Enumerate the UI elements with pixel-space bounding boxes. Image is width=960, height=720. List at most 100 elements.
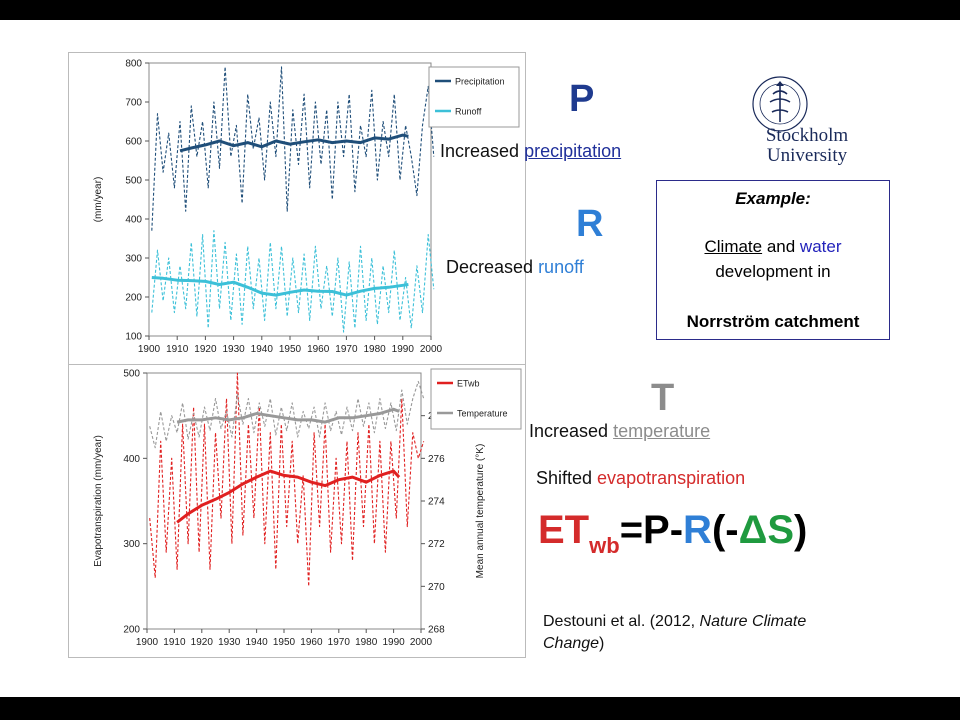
runoff-word: runoff — [538, 257, 584, 277]
precipitation-runoff-svg: 1900 1910 1920 1930 1940 1950 1960 1970 1980 1990… — [93, 59, 520, 355]
caption-temperature-prefix: Increased — [529, 421, 614, 441]
legend-label-temperature: Temperature — [457, 409, 508, 419]
citation-close: ) — [599, 635, 605, 652]
x-tick-label: 1970 — [328, 637, 351, 648]
example-and: and — [762, 237, 800, 256]
y2-tick-label: 276 — [428, 454, 445, 465]
caption-runoff: Decreased runoff — [446, 257, 584, 278]
example-water-word: water — [799, 237, 842, 256]
y-tick-label: 800 — [125, 59, 142, 70]
x-tick-label: 1910 — [166, 344, 189, 355]
legend-box — [430, 368, 522, 430]
x-tick-label: 1990 — [382, 637, 405, 648]
y2-tick-label: 268 — [428, 625, 445, 636]
caption-temperature: Increased temperature — [529, 421, 710, 442]
x-tick-label: 1900 — [138, 344, 161, 355]
y-tick-label: 700 — [125, 98, 142, 109]
legend-box — [428, 66, 520, 128]
x-tick-label: 1940 — [251, 344, 274, 355]
caption-runoff-prefix: Decreased — [446, 257, 539, 277]
evapotranspiration-temperature-chart: 1900 1910 1920 1930 1940 1950 1960 1970 1980 1990… — [68, 364, 526, 658]
formula-close: ) — [794, 508, 808, 552]
y-tick-label: 400 — [123, 454, 140, 465]
formula-wb-subscript: wb — [589, 533, 620, 558]
evapotranspiration-word: evapotranspiration — [597, 468, 746, 488]
x-tick-label: 1940 — [245, 637, 268, 648]
precipitation-link[interactable]: precipitation — [524, 141, 622, 161]
formula-et: ET — [538, 508, 590, 552]
x-tick-label: 2000 — [410, 637, 433, 648]
y-tick-label: 300 — [125, 254, 142, 265]
x-tick-label: 1950 — [279, 344, 302, 355]
formula-delta-s: ΔS — [738, 508, 795, 552]
letter-p: P — [569, 78, 595, 120]
legend-label-runoff: Runoff — [455, 107, 482, 117]
formula-paren: (- — [711, 508, 739, 552]
citation: Destouni et al. (2012, Nature Climate Cha… — [543, 611, 806, 655]
y2-axis-label: Mean annual temperature (°K) — [475, 444, 486, 579]
example-catchment-name: Norrström catchment — [686, 312, 860, 331]
y-tick-label: 200 — [123, 625, 140, 636]
y2-tick-label: 274 — [428, 497, 445, 508]
example-line-1: Climate and water — [657, 237, 889, 257]
stockholm-university-seal-icon — [752, 76, 808, 132]
y-axis-label: (mm/year) — [93, 177, 104, 223]
plot-area — [146, 372, 422, 630]
series-line-runoff-moving-average — [151, 276, 409, 297]
letter-t: T — [651, 377, 675, 419]
y-tick-label: 300 — [123, 539, 140, 550]
legend-label-etwb: ETwb — [457, 379, 480, 389]
y-tick-label: 200 — [125, 293, 142, 304]
precipitation-runoff-chart: 1900 1910 1920 1930 1940 1950 1960 1970 1980 1990… — [68, 52, 526, 366]
formula-equals-p: =P- — [619, 508, 684, 552]
y-tick-label: 500 — [125, 176, 142, 187]
x-tick-label: 2000 — [420, 344, 443, 355]
evapotranspiration-temperature-svg: 1900 1910 1920 1930 1940 1950 1960 1970 1980 1990… — [93, 368, 522, 648]
example-title: Example: — [735, 189, 811, 208]
y2-tick-label: 272 — [428, 539, 445, 550]
x-tick-label: 1930 — [222, 344, 245, 355]
top-black-bar — [0, 0, 960, 20]
x-tick-label: 1960 — [300, 637, 323, 648]
y-axis-label: Evapotranspiration (mm/year) — [93, 435, 104, 567]
citation-journal-2: Change — [543, 635, 600, 652]
caption-evapotranspiration: Shifted evapotranspiration — [536, 468, 745, 489]
formula-r: R — [683, 508, 712, 552]
series-line-precipitation-moving-average — [179, 133, 409, 153]
logo-line-stockholm: Stockholm — [765, 125, 849, 146]
x-tick-label: 1900 — [136, 637, 159, 648]
y2-tick-label: 270 — [428, 582, 445, 593]
x-tick-label: 1990 — [392, 344, 415, 355]
x-tick-label: 1920 — [191, 637, 214, 648]
bottom-black-bar — [0, 697, 960, 720]
series-line-etwb-moving-average — [176, 469, 401, 524]
x-tick-label: 1980 — [363, 344, 386, 355]
citation-journal: Nature Climate — [699, 613, 807, 630]
plot-area — [148, 62, 432, 337]
x-tick-label: 1930 — [218, 637, 241, 648]
x-tick-label: 1950 — [273, 637, 296, 648]
caption-precipitation: Increased precipitation — [440, 141, 621, 162]
legend-label-precipitation: Precipitation — [455, 77, 505, 87]
caption-precipitation-prefix: Increased — [440, 141, 525, 161]
x-tick-label: 1980 — [355, 637, 378, 648]
x-tick-label: 1920 — [194, 344, 217, 355]
x-tick-label: 1970 — [335, 344, 358, 355]
example-line-2: development in — [715, 262, 831, 281]
x-tick-label: 1960 — [307, 344, 330, 355]
university-wordmark: Stockholm University — [752, 126, 862, 166]
series-line-runoff — [151, 230, 435, 333]
citation-authors: Destouni et al. (2012, — [543, 613, 700, 630]
temperature-link[interactable]: temperature — [613, 421, 711, 441]
water-balance-formula: ETwb=P-R(-ΔS) — [538, 508, 808, 558]
caption-evap-prefix: Shifted — [536, 468, 598, 488]
letter-r: R — [576, 203, 604, 245]
example-climate-link[interactable]: Climate — [704, 237, 763, 256]
series-line-precipitation — [151, 66, 435, 231]
series-line-temperature-moving-average — [176, 407, 400, 424]
y-tick-label: 500 — [123, 369, 140, 380]
y-tick-label: 400 — [125, 215, 142, 226]
example-box: Example: Climate and water development i… — [656, 180, 890, 340]
x-tick-label: 1910 — [163, 637, 186, 648]
logo-line-university: University — [766, 145, 848, 166]
